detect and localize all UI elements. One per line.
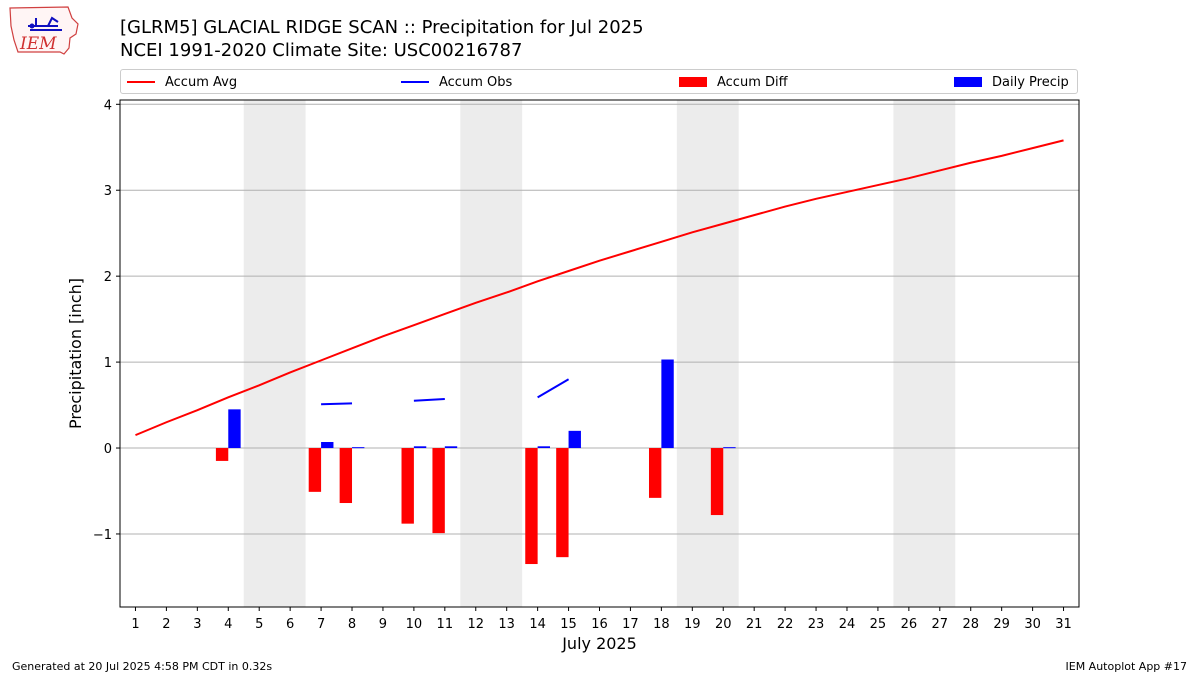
y-tick-label: 3	[104, 184, 112, 199]
accum-diff-bar	[339, 448, 353, 504]
legend-item-accum-obs: Accum Obs	[401, 74, 512, 90]
plot-frame	[119, 99, 1080, 608]
legend-label-accum-diff: Accum Diff	[717, 74, 788, 90]
accum-diff-bar	[308, 448, 322, 492]
x-tick-label: 27	[932, 617, 949, 632]
x-tick-label: 25	[870, 617, 887, 632]
legend-swatch-accum-avg	[127, 81, 155, 83]
daily-precip-bar	[661, 359, 674, 449]
generated-timestamp: Generated at 20 Jul 2025 4:58 PM CDT in …	[12, 660, 273, 673]
x-tick-label: 8	[348, 617, 356, 632]
accum-avg-line	[135, 139, 1064, 437]
accum-obs-segment	[413, 398, 445, 402]
x-tick-label: 13	[498, 617, 515, 632]
daily-precip-bar	[444, 446, 458, 449]
legend-label-accum-avg: Accum Avg	[165, 74, 238, 90]
weekend-shade	[243, 100, 306, 607]
x-tick-label: 24	[839, 617, 856, 632]
accum-diff-bar	[401, 448, 414, 524]
logo-text: IEM	[19, 34, 57, 54]
x-tick-label: 6	[286, 617, 294, 632]
x-tick-label: 9	[379, 617, 387, 632]
x-tick-label: 15	[560, 617, 577, 632]
x-tick-label: 31	[1055, 617, 1072, 632]
accum-obs-segment	[321, 402, 353, 406]
x-tick-label: 7	[317, 617, 325, 632]
x-tick-label: 3	[193, 617, 201, 632]
legend-swatch-accum-obs	[401, 81, 429, 83]
weekend-shade	[676, 100, 739, 607]
x-tick-label: 10	[406, 617, 423, 632]
legend-label-daily-precip: Daily Precip	[992, 74, 1069, 90]
legend-label-accum-obs: Accum Obs	[439, 74, 513, 90]
daily-precip-bar	[723, 447, 736, 449]
autoplot-app-label: IEM Autoplot App #17	[1065, 660, 1188, 673]
x-tick-label: 5	[255, 617, 263, 632]
y-tick-label: 4	[104, 98, 112, 113]
legend-swatch-daily-precip	[954, 77, 982, 87]
x-tick-label: 18	[653, 617, 670, 632]
daily-precip-bar	[228, 409, 241, 449]
accum-diff-bar	[556, 448, 569, 558]
legend-item-daily-precip: Daily Precip	[954, 74, 1069, 90]
chart-title: [GLRM5] GLACIAL RIDGE SCAN :: Precipitat…	[120, 17, 644, 38]
x-tick-label: 29	[993, 617, 1010, 632]
legend: Accum Avg Accum Obs Accum Diff Daily Pre…	[120, 69, 1078, 94]
x-tick-label: 21	[746, 617, 763, 632]
x-tick-label: 4	[224, 617, 232, 632]
x-tick-label: 30	[1024, 617, 1041, 632]
weather-station-icon	[28, 16, 62, 31]
x-axis-label: July 2025	[561, 634, 637, 653]
accum-obs-segment	[537, 378, 570, 399]
weekend-shade	[893, 100, 956, 607]
y-tick-label: −1	[93, 528, 112, 543]
daily-precip-bar	[568, 430, 581, 449]
accum-diff-bar	[710, 448, 724, 516]
x-tick-label: 28	[962, 617, 979, 632]
accum-diff-bar	[432, 448, 445, 534]
x-tick-label: 23	[808, 617, 825, 632]
x-tick-label: 11	[437, 617, 454, 632]
accum-diff-bar	[215, 448, 229, 461]
accum-diff-bar	[648, 448, 662, 498]
x-tick-label: 14	[529, 617, 546, 632]
y-axis-label: Precipitation [inch]	[66, 278, 85, 429]
weekend-shade	[460, 100, 523, 607]
legend-item-accum-avg: Accum Avg	[127, 74, 237, 90]
daily-precip-bar	[537, 446, 551, 449]
chart-subtitle: NCEI 1991-2020 Climate Site: USC00216787	[120, 40, 523, 61]
daily-precip-bar	[352, 447, 365, 449]
x-tick-label: 2	[162, 617, 170, 632]
x-tick-label: 1	[131, 617, 139, 632]
iem-logo: IEM	[6, 4, 82, 64]
x-tick-label: 22	[777, 617, 794, 632]
y-tick-label: 0	[104, 442, 112, 457]
legend-item-accum-diff: Accum Diff	[679, 74, 788, 90]
y-tick-label: 2	[104, 270, 112, 285]
x-tick-label: 17	[622, 617, 639, 632]
x-tick-label: 16	[591, 617, 608, 632]
x-tick-label: 19	[684, 617, 701, 632]
x-tick-label: 26	[901, 617, 918, 632]
legend-swatch-accum-diff	[679, 77, 707, 87]
accum-diff-bar	[525, 448, 538, 565]
daily-precip-bar	[413, 446, 427, 449]
daily-precip-bar	[321, 442, 334, 449]
y-tick-label: 1	[104, 356, 112, 371]
x-tick-label: 12	[467, 617, 484, 632]
x-tick-label: 20	[715, 617, 732, 632]
